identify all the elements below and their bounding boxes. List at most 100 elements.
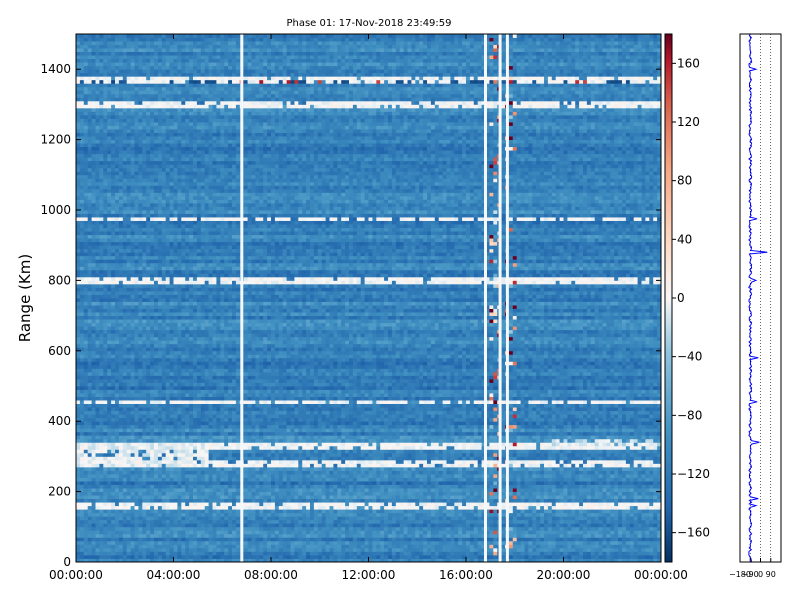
heatmap-cell — [407, 445, 412, 450]
heatmap-cell — [551, 495, 557, 500]
heatmap-cell — [294, 474, 299, 478]
heatmap-cell — [395, 481, 401, 485]
heatmap-cell — [423, 519, 428, 524]
heatmap-cell — [282, 498, 287, 503]
heatmap-cell — [154, 445, 159, 450]
heatmap-cell — [633, 474, 638, 478]
heatmap-cell — [235, 540, 241, 545]
heatmap-cell — [337, 516, 342, 521]
heatmap-cell — [79, 505, 85, 510]
heatmap-cell — [115, 456, 120, 461]
heatmap-cell — [528, 445, 533, 450]
heatmap-cell — [345, 488, 350, 492]
heatmap-cell — [555, 551, 560, 556]
heatmap-cell — [598, 523, 603, 528]
heatmap-cell — [415, 502, 420, 507]
heatmap-cell — [99, 537, 104, 542]
heatmap-cell — [302, 456, 307, 461]
heatmap-cell — [629, 554, 635, 559]
heatmap-cell — [95, 498, 100, 503]
heatmap-cell — [122, 474, 128, 478]
heatmap-cell — [196, 445, 202, 450]
heatmap-cell — [551, 505, 557, 510]
heatmap-cell — [551, 470, 557, 475]
heatmap-cell — [290, 537, 295, 542]
heatmap-cell — [138, 456, 143, 461]
heatmap-cell — [462, 445, 467, 450]
heatmap-cell — [235, 558, 241, 563]
heatmap-cell — [380, 491, 385, 496]
heatmap-cell — [559, 537, 564, 542]
heatmap-cell — [372, 484, 377, 489]
heatmap-cell — [645, 512, 650, 517]
heatmap-cell — [485, 526, 490, 531]
heatmap-cell — [310, 477, 315, 482]
heatmap-cell — [165, 491, 170, 496]
heatmap-cell — [419, 512, 424, 517]
heatmap-cell — [399, 502, 404, 507]
heatmap-cell — [610, 509, 615, 514]
heatmap-cell — [193, 481, 198, 485]
heatmap-cell — [590, 537, 596, 542]
heatmap-cell — [446, 498, 451, 503]
heatmap-cell — [423, 484, 428, 489]
heatmap-cell — [274, 512, 280, 517]
heatmap-cell — [391, 491, 397, 496]
heatmap-cell — [306, 449, 311, 454]
heatmap-cell — [407, 523, 412, 528]
heatmap-cell — [115, 452, 120, 457]
heatmap-cell — [618, 551, 623, 556]
heatmap-cell — [625, 449, 631, 454]
heatmap-cell — [345, 523, 350, 528]
heatmap-cell — [286, 456, 291, 461]
heatmap-cell — [419, 502, 424, 507]
heatmap-cell — [520, 509, 525, 514]
heatmap-cell — [450, 505, 455, 510]
heatmap-cell — [150, 459, 155, 464]
heatmap-cell — [157, 533, 163, 538]
heatmap-cell — [403, 459, 408, 464]
heatmap-cell — [606, 481, 611, 485]
heatmap-cell — [559, 526, 564, 531]
heatmap-cell — [602, 463, 607, 468]
heatmap-cell — [99, 463, 104, 468]
heatmap-cell — [481, 502, 486, 507]
heatmap-cell — [150, 547, 155, 552]
heatmap-cell — [649, 456, 654, 461]
heatmap-cell — [103, 477, 108, 482]
heatmap-cell — [243, 505, 248, 510]
heatmap-cell — [150, 516, 155, 521]
heatmap-cell — [200, 502, 206, 507]
heatmap-cell — [586, 505, 592, 510]
heatmap-cell — [563, 523, 568, 528]
heatmap-cell — [641, 530, 646, 535]
heatmap-cell — [544, 498, 549, 503]
heatmap-cell — [181, 498, 186, 503]
heatmap-cell — [220, 466, 225, 471]
heatmap-cell — [169, 558, 174, 563]
heatmap-cell — [415, 491, 420, 496]
heatmap-cell — [157, 466, 163, 471]
heatmap-cell — [450, 544, 455, 549]
heatmap-cell — [220, 540, 225, 545]
heatmap-cell — [189, 484, 194, 489]
heatmap-cell — [430, 505, 436, 510]
heatmap-cell — [571, 547, 576, 552]
heatmap-cell — [228, 554, 233, 559]
heatmap-cell — [76, 477, 81, 482]
heatmap-cell — [251, 516, 256, 521]
heatmap-cell — [154, 558, 159, 563]
heatmap-cell — [302, 445, 307, 450]
heatmap-cell — [193, 558, 198, 563]
heatmap-cell — [508, 466, 514, 471]
heatmap-cell — [154, 505, 159, 510]
heatmap-cell — [602, 495, 607, 500]
heatmap-cell — [356, 526, 362, 531]
heatmap-cell — [220, 470, 225, 475]
heatmap-cell — [547, 516, 553, 521]
heatmap-cell — [606, 491, 611, 496]
heatmap-cell — [649, 481, 654, 485]
heatmap-cell — [294, 488, 299, 492]
heatmap-cell — [247, 495, 252, 500]
heatmap-cell — [415, 554, 420, 559]
